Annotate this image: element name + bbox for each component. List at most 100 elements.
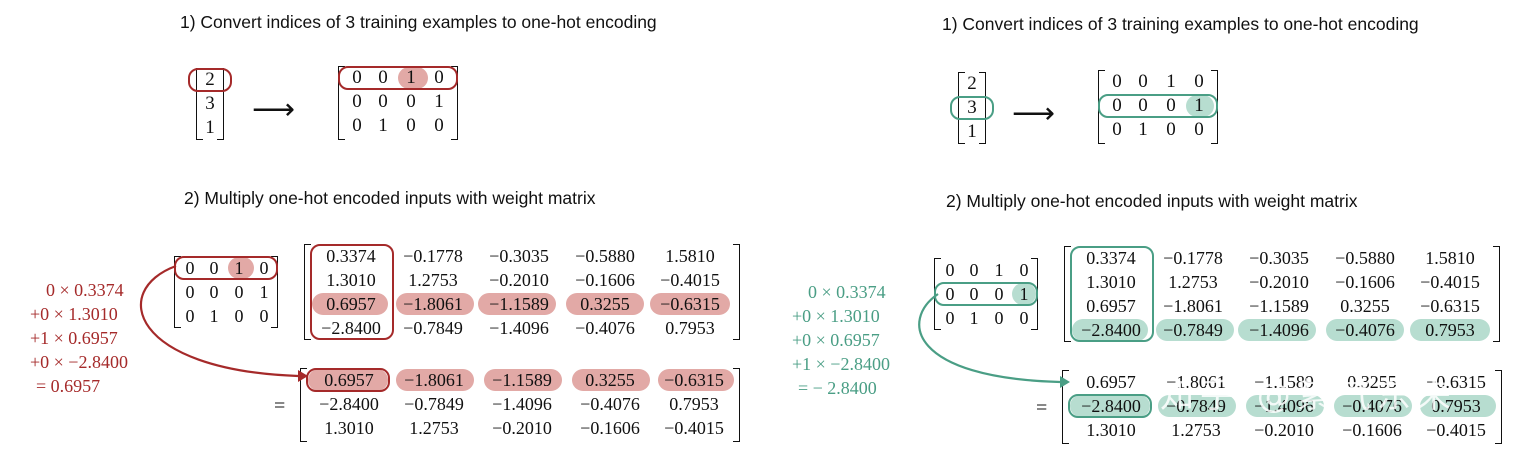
matrix-bracket (1493, 246, 1500, 342)
matrix-cell: 0 (969, 260, 979, 280)
cell-highlight (566, 293, 644, 315)
cell-highlight (396, 293, 474, 315)
cell-highlight (572, 369, 650, 391)
left-step2-heading: 2) Multiply one-hot encoded inputs with … (184, 188, 596, 208)
matrix-bracket (271, 256, 278, 328)
right-weight-matrix: 0.3374 −0.1778 −0.3035 −0.5880 1.5810 1.3010… (1064, 246, 1500, 342)
matrix-cell: 0 (434, 67, 444, 88)
matrix-cell: 0 (945, 308, 955, 328)
matrix-cell: 1.3010 (324, 418, 374, 438)
matrix-cell: −0.2010 (1254, 420, 1314, 440)
calc-line: 0 × 0.3374 (808, 282, 886, 302)
cell-highlight (308, 369, 388, 391)
matrix-cell: −1.1589 (1249, 296, 1309, 316)
matrix-cell: −1.1589 (492, 370, 552, 390)
matrix-cell: 0.7953 (1425, 320, 1475, 340)
matrix-cell: 0.6957 (1086, 296, 1136, 316)
onehot-row-ring (1098, 94, 1218, 118)
calc-line: +0 × −2.8400 (30, 352, 128, 372)
matrix-cell: 1.2753 (1168, 272, 1218, 292)
matrix-bracket (451, 66, 458, 140)
matrix-cell: 0 (1166, 95, 1176, 116)
matrix-cell: 1.3010 (326, 270, 376, 290)
cell-highlight (396, 369, 474, 391)
matrix-cell: 0 (1112, 71, 1122, 92)
matrix-cell: 1 (434, 91, 444, 112)
matrix-bracket (1495, 370, 1502, 444)
matrix-cell: −0.4076 (1335, 320, 1395, 340)
calc-line: +1 × −2.8400 (792, 354, 890, 374)
matrix-cell: 0 (1138, 71, 1148, 92)
matrix-cell: −0.1778 (1163, 248, 1223, 268)
matrix-cell: 0 (352, 115, 362, 136)
matrix-cell: 1.5810 (1425, 248, 1475, 268)
cell-highlight (228, 257, 254, 279)
matrix-cell: 0 (209, 282, 219, 302)
matrix-cell: 1 (994, 260, 1004, 280)
matrix-row: 1.3010 1.2753 −0.2010 −0.1606 −0.4015 (1062, 418, 1502, 442)
matrix-cell: 1 (1166, 71, 1176, 92)
matrix-cell: 1 (406, 67, 416, 88)
calc-line: 0 × 0.3374 (46, 280, 124, 300)
matrix-cell: −0.4076 (1342, 396, 1402, 416)
matrix-bracket (733, 368, 740, 442)
matrix-cell: −0.1606 (580, 418, 640, 438)
matrix-cell: −0.2010 (489, 270, 549, 290)
equals-sign: = (274, 395, 286, 417)
cell-highlight (312, 293, 388, 315)
matrix-cell: −1.8061 (1163, 296, 1223, 316)
matrix-cell: −0.4015 (1426, 420, 1486, 440)
matrix-cell: −1.4096 (492, 394, 552, 414)
left-calculation: 0 × 0.3374 +0 × 1.3010 +1 × 0.6957 +0 × … (30, 278, 128, 398)
highlight-ring (1070, 246, 1154, 342)
matrix-cell: 0.3374 (326, 246, 376, 266)
cell-highlight (650, 293, 730, 315)
matrix-row: 0.6957 −1.8061 −1.1589 0.3255 −0.6315 (304, 292, 740, 316)
matrix-cell: 1.5810 (665, 246, 715, 266)
matrix-bracket (174, 256, 181, 328)
matrix-cell: −0.2010 (492, 418, 552, 438)
matrix-cell: 0 (185, 306, 195, 326)
right-calculation: 0 × 0.3374 +0 × 1.3010 +0 × 0.6957 +1 × … (792, 280, 890, 400)
onehot-hot-highlight (1186, 95, 1214, 117)
highlight-ring (1068, 394, 1152, 418)
matrix-row: 0.6957 −1.8061 −1.1589 0.3255 −0.6315 (1064, 294, 1500, 318)
cell-highlight (1410, 319, 1490, 341)
calc-line: +1 × 0.6957 (30, 328, 118, 348)
matrix-cell: −0.6315 (660, 294, 720, 314)
cell-highlight (1420, 395, 1496, 417)
matrix-cell: 0.6957 (324, 370, 374, 390)
cell-highlight (1334, 395, 1412, 417)
matrix-row: 1.3010 1.2753 −0.2010 −0.1606 −0.4015 (1064, 270, 1500, 294)
calc-line: = 0.6957 (36, 376, 101, 396)
matrix-cell: 1.2753 (1171, 420, 1221, 440)
matrix-row: 3 (958, 96, 986, 120)
matrix-bracket (733, 244, 740, 340)
left-curved-arrow-icon (139, 264, 308, 382)
matrix-cell: −0.5880 (575, 246, 635, 266)
left-result-matrix: 0.6957 −1.8061 −1.1589 0.3255 −0.6315 −2.840… (300, 368, 740, 442)
matrix-cell: 1.2753 (408, 270, 458, 290)
matrix-row: 0.6957 −1.8061 −1.1589 0.3255 −0.6315 (1062, 370, 1502, 394)
matrix-bracket (300, 368, 307, 442)
matrix-cell: 0 (969, 284, 979, 304)
matrix-row: 0.6957 −1.8061 −1.1589 0.3255 −0.6315 (300, 368, 740, 392)
matrix-cell: 0.7953 (669, 394, 719, 414)
matrix-cell: 0 (994, 308, 1004, 328)
matrix-bracket (979, 72, 986, 144)
matrix-cell: 0 (1138, 95, 1148, 116)
matrix-cell: −0.1606 (1335, 272, 1395, 292)
matrix-bracket (1064, 246, 1071, 342)
index-value: 2 (205, 69, 215, 90)
matrix-cell: 0.3255 (585, 370, 635, 390)
matrix-row: 1 (958, 120, 986, 144)
onehot-row-ring (338, 66, 458, 90)
